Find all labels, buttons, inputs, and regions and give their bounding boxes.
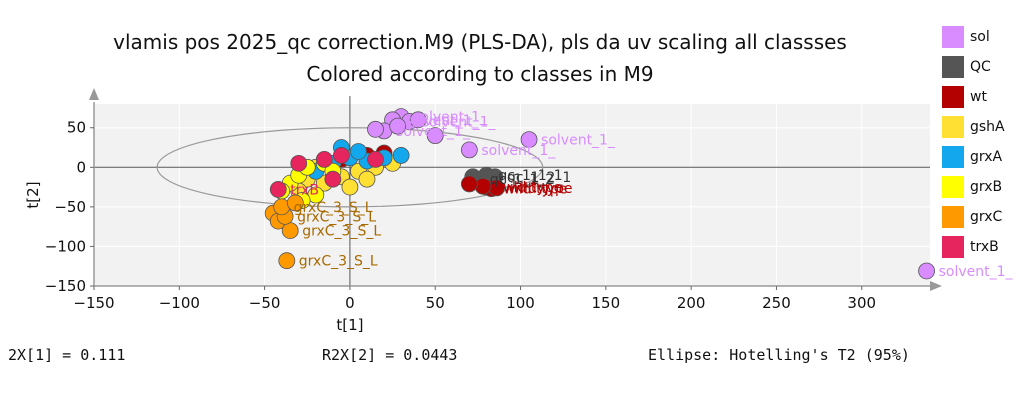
- point-label: grxC_3_S_L: [299, 254, 378, 270]
- y-tick-label: −100: [45, 237, 86, 255]
- y-axis-title: t[2]: [24, 181, 42, 208]
- legend-item-grxC: grxC: [942, 202, 1005, 232]
- point-gshA: [358, 170, 376, 188]
- y-tick-label: 50: [67, 119, 86, 137]
- point-trxB: [269, 181, 287, 198]
- point-label: solvent_1_: [939, 264, 1014, 280]
- point-label: grxC_3_S_L: [294, 200, 373, 216]
- point-grxA: [392, 147, 410, 164]
- legend-swatch: [942, 116, 964, 138]
- chart-title: vlamis pos 2025_qc correction.M9 (PLS-DA…: [113, 30, 847, 54]
- point-trxB: [324, 170, 342, 188]
- x-tick-label: 200: [677, 294, 706, 312]
- point-sol: [918, 262, 935, 280]
- point-label: qc_1_2_1: [507, 170, 571, 186]
- legend-item-gshA: gshA: [942, 112, 1005, 142]
- x-axis-title: t[1]: [336, 316, 363, 334]
- legend-item-QC: QC: [942, 52, 1005, 82]
- point-trxB: [315, 150, 333, 168]
- legend-label: grxC: [970, 209, 1003, 225]
- point-label: grxC_3_S_L: [302, 224, 381, 240]
- ellipse-stat: Ellipse: Hotelling's T2 (95%): [648, 346, 910, 364]
- point-grxC: [286, 194, 304, 212]
- legend-swatch: [942, 26, 964, 48]
- point-trxB: [290, 154, 308, 172]
- point-sol: [426, 127, 444, 145]
- legend-item-wt: wt: [942, 82, 1005, 112]
- y-tick-label: −150: [45, 277, 86, 295]
- plot-area-background: [94, 104, 930, 286]
- legend-label: gshA: [970, 119, 1005, 135]
- hotelling-ellipse: [156, 127, 544, 208]
- legend-swatch: [942, 236, 964, 258]
- legend-label: wt: [970, 89, 987, 105]
- legend-item-grxA: grxA: [942, 142, 1005, 172]
- legend-item-trxB: trxB: [942, 232, 1005, 262]
- point-label: solvent_1_: [541, 133, 616, 149]
- point-label: qc_1_1_2: [490, 172, 554, 188]
- point-label: wild type: [504, 182, 568, 198]
- legend-label: QC: [970, 59, 991, 75]
- y-tick-label: 0: [76, 158, 86, 176]
- legend: sol QC wt gshA grxA grxB grxC trxB: [942, 22, 1005, 262]
- x-tick-label: 0: [345, 294, 355, 312]
- point-label: grxC_3_S_L: [297, 209, 376, 225]
- legend-label: trxB: [970, 239, 999, 255]
- point-label: solvent_1_: [422, 114, 497, 130]
- x-tick-label: −100: [159, 294, 200, 312]
- legend-item-sol: sol: [942, 22, 1005, 52]
- point-label: wild type: [509, 181, 573, 197]
- point-label: solvent_1_: [396, 124, 471, 140]
- legend-swatch: [942, 176, 964, 198]
- point-label: trxB: [290, 182, 319, 198]
- x-tick-label: −50: [249, 294, 281, 312]
- point-label: solvent_1_: [413, 110, 488, 126]
- x-axis-arrow: [930, 281, 942, 291]
- point-sol: [409, 111, 427, 129]
- legend-swatch: [942, 56, 964, 78]
- x-tick-label: 150: [592, 294, 621, 312]
- point-grxC: [278, 252, 296, 270]
- point-sol: [520, 131, 538, 149]
- chart-subtitle: Colored according to classes in M9: [306, 62, 654, 86]
- r2x1-stat: 2X[1] = 0.111: [8, 346, 126, 364]
- legend-label: grxB: [970, 179, 1003, 195]
- point-trxB: [332, 147, 350, 164]
- point-gshA: [341, 178, 359, 196]
- point-label: solvent_1_: [481, 143, 556, 159]
- point-grxA: [350, 143, 367, 160]
- x-tick-label: 300: [847, 294, 876, 312]
- legend-item-grxB: grxB: [942, 172, 1005, 202]
- point-label: wild type: [498, 180, 562, 196]
- point-trxB: [367, 150, 384, 168]
- point-sol: [460, 141, 478, 159]
- legend-swatch: [942, 146, 964, 168]
- y-axis-arrow: [89, 88, 99, 100]
- r2x2-stat: R2X[2] = 0.0443: [322, 346, 458, 364]
- x-tick-label: −150: [73, 294, 114, 312]
- x-tick-label: 250: [762, 294, 791, 312]
- point-label: qc_1_1_1: [498, 168, 562, 184]
- legend-label: grxA: [970, 149, 1003, 165]
- legend-label: sol: [970, 29, 990, 45]
- legend-swatch: [942, 86, 964, 108]
- point-sol: [367, 120, 384, 138]
- x-tick-label: 50: [426, 294, 445, 312]
- y-tick-label: −50: [54, 198, 86, 216]
- point-label: solvent_1_: [405, 113, 480, 129]
- legend-swatch: [942, 206, 964, 228]
- point-sol: [389, 117, 407, 135]
- point-grxC: [281, 222, 299, 240]
- x-tick-label: 100: [506, 294, 535, 312]
- point-wt: [460, 175, 478, 193]
